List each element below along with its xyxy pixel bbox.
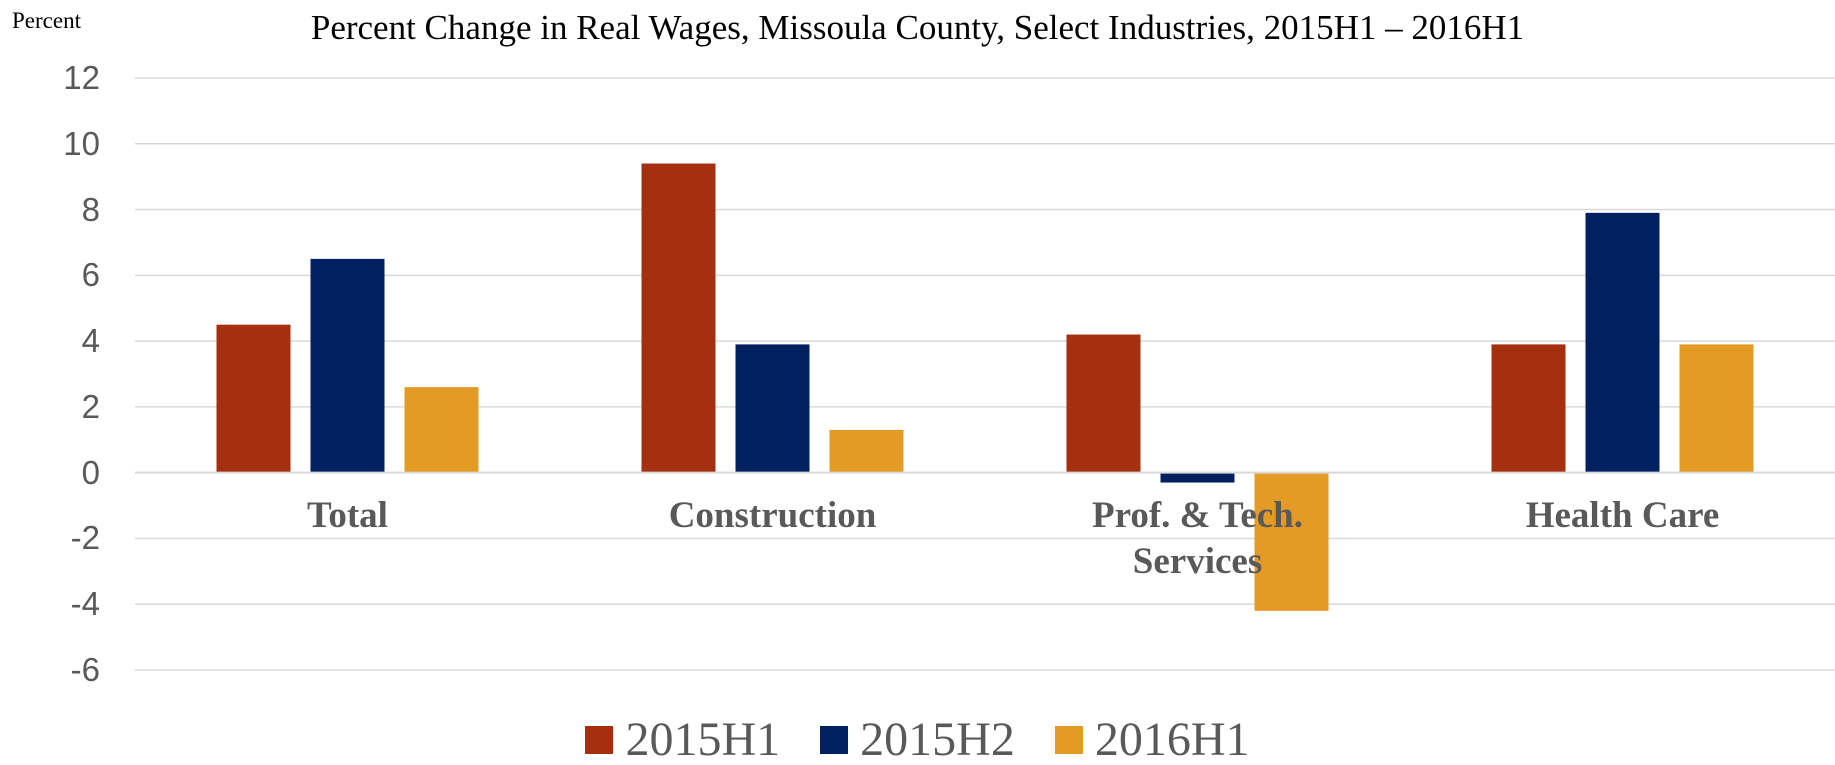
y-tick-label: -6 [70,651,100,688]
y-tick-label: 4 [81,322,100,360]
bar [216,324,291,473]
bar [735,344,810,473]
legend-swatch [1054,726,1083,754]
x-tick-label: Health Care [1525,494,1720,536]
chart-title: Percent Change in Real Wages, Missoula C… [310,8,1525,47]
y-tick-label: 2 [81,387,100,425]
legend: 2015H1 2015H2 2016H1 [0,715,1835,765]
bar [1160,472,1235,483]
y-tick-label: 6 [81,256,100,294]
legend-label: 2016H1 [1094,713,1250,765]
legend-label: 2015H2 [860,713,1015,765]
legend-swatch [820,726,849,754]
bar [1585,212,1660,473]
legend-item: 2015H2 [820,715,1015,765]
x-tick-label: Total [307,494,388,536]
legend-label: 2015H1 [625,713,781,765]
y-tick-label: 10 [63,124,100,162]
y-tick-label: -2 [70,519,100,557]
bar [1679,344,1754,473]
bar [1254,472,1329,611]
legend-item: 2016H1 [1054,713,1250,765]
y-axis-label: Percent [12,8,81,33]
y-tick-label: 12 [63,59,100,96]
x-tick-label: Construction [668,494,877,536]
bar [310,258,385,473]
y-tick-label: 0 [81,453,100,491]
x-tick-label: Prof. & Tech. Services [1091,494,1304,582]
bar [641,163,716,473]
bar [1491,344,1566,473]
bar [404,387,479,473]
bar [1066,334,1141,473]
legend-item: 2015H1 [585,715,780,765]
legend-swatch [585,726,614,754]
y-tick-label: 8 [81,190,100,228]
bar [829,429,904,473]
y-tick-label: -4 [70,585,100,623]
